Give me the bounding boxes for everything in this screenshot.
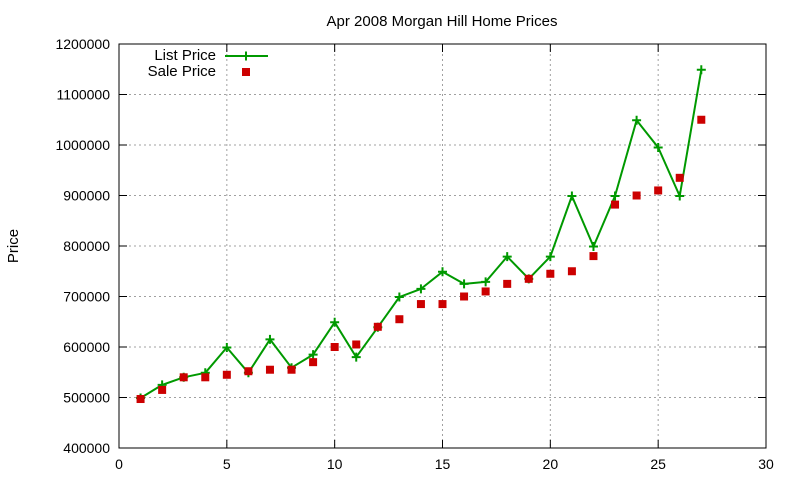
- series-line-list-price: [140, 69, 703, 399]
- chart-title: Apr 2008 Morgan Hill Home Prices: [327, 13, 558, 30]
- x-tick-label: 15: [435, 456, 451, 472]
- list-price-point: [330, 317, 340, 327]
- y-tick-label: 700000: [63, 289, 110, 305]
- legend-marker-sale-price: [242, 68, 250, 76]
- x-tick-label: 0: [115, 456, 123, 472]
- list-price-point: [632, 115, 642, 125]
- list-price-point: [567, 191, 577, 201]
- x-tick-label: 25: [650, 456, 666, 472]
- sale-price-point: [352, 340, 361, 349]
- list-price-point: [653, 143, 663, 153]
- sale-price-point: [265, 365, 274, 374]
- sale-price-point: [373, 322, 382, 331]
- list-price-point: [545, 252, 555, 262]
- sale-price-point: [632, 191, 641, 200]
- list-price-point: [588, 242, 598, 252]
- sale-price-point: [244, 367, 253, 376]
- x-tick-label: 5: [223, 456, 231, 472]
- list-price-point: [459, 279, 469, 289]
- legend: List Price Sale Price: [148, 47, 268, 80]
- sale-price-point: [675, 173, 684, 182]
- list-price-point: [351, 352, 361, 362]
- legend-label-sale-price: Sale Price: [148, 63, 216, 80]
- legend-label-list-price: List Price: [154, 47, 216, 64]
- sale-price-point: [481, 287, 490, 296]
- sale-price-point: [330, 343, 339, 351]
- sale-price-point: [503, 279, 512, 288]
- list-price-point: [481, 277, 491, 287]
- y-tick-label: 600000: [63, 339, 110, 355]
- sale-price-point: [524, 274, 533, 283]
- list-price-point: [675, 191, 685, 201]
- sale-price-point: [589, 252, 598, 261]
- list-price-point: [265, 334, 275, 344]
- sale-price-point: [179, 373, 188, 382]
- sale-price-point: [395, 315, 404, 324]
- grid-lines: [119, 44, 766, 448]
- sale-price-point: [287, 365, 296, 374]
- sale-price-point: [201, 373, 210, 382]
- list-price-point: [416, 284, 426, 294]
- list-price-point: [222, 343, 232, 353]
- y-axis-label: Price: [5, 229, 22, 263]
- list-price-point: [438, 267, 447, 277]
- axis-ticks: 0 5 10 15 20 25 30 400000 500000 600000 700000 8000…: [55, 36, 774, 472]
- sale-price-point: [158, 385, 167, 394]
- x-tick-label: 20: [543, 456, 559, 472]
- y-tick-label: 1100000: [57, 87, 111, 103]
- sale-price-point: [546, 269, 555, 278]
- y-tick-label: 800000: [63, 238, 110, 254]
- sale-price-point: [611, 200, 620, 209]
- series: [136, 65, 706, 404]
- list-price-point: [394, 292, 404, 302]
- sale-price-point: [697, 115, 706, 124]
- list-price-point: [308, 350, 318, 360]
- legend-marker-list-price: [241, 51, 251, 61]
- sale-price-point: [460, 292, 469, 301]
- y-tick-label: 1200000: [55, 36, 110, 52]
- sale-price-point: [654, 186, 663, 195]
- y-tick-label: 1000000: [55, 137, 110, 153]
- x-tick-label: 30: [758, 456, 774, 472]
- list-price-point: [502, 252, 512, 262]
- list-price-point: [610, 191, 620, 201]
- x-tick-label: 10: [327, 456, 343, 472]
- sale-price-point: [222, 370, 231, 379]
- y-tick-label: 500000: [63, 390, 110, 406]
- sale-price-point: [136, 395, 145, 404]
- y-tick-label: 900000: [63, 188, 110, 204]
- sale-price-point: [309, 358, 318, 367]
- list-price-point: [696, 65, 706, 75]
- sale-price-point: [416, 300, 425, 309]
- sale-price-point: [567, 267, 576, 276]
- y-tick-label: 400000: [63, 440, 110, 456]
- sale-price-point: [438, 300, 447, 309]
